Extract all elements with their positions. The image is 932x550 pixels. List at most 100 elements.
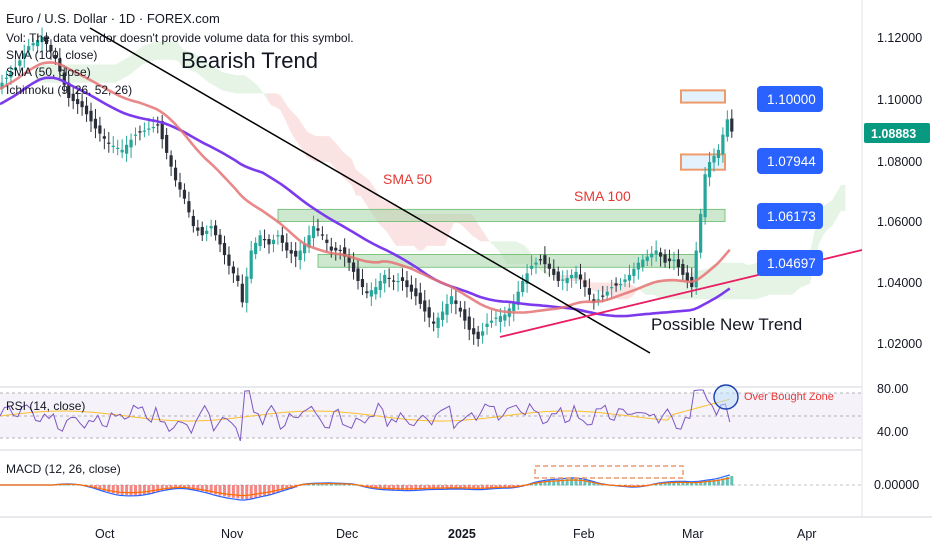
macd-histogram-bar: [325, 483, 329, 486]
candle-body: [227, 254, 231, 266]
candles: [0, 27, 734, 347]
candle-body: [365, 291, 369, 294]
candle-body: [84, 105, 89, 115]
ichimoku-cloud-segment: [120, 59, 125, 81]
macd-histogram-bar: [561, 479, 565, 486]
candle-body: [156, 124, 160, 126]
candle-body: [632, 268, 636, 276]
macd-histogram-bar: [169, 485, 173, 490]
macd-histogram-bar: [374, 485, 378, 489]
macd-histogram-bar: [98, 485, 102, 490]
ichimoku-cloud-segment: [298, 117, 303, 151]
candle-body: [725, 119, 729, 137]
ichimoku-cloud-segment: [267, 93, 272, 106]
candle-body: [347, 255, 351, 263]
ichimoku-cloud-segment: [663, 281, 668, 300]
x-tick-label: 2025: [448, 527, 476, 541]
macd-histogram-bar: [458, 485, 462, 490]
macd-histogram-bar: [116, 485, 120, 495]
candle-body: [587, 288, 591, 295]
macd-histogram-bar: [383, 485, 387, 490]
macd-histogram-bar: [267, 485, 271, 495]
ichimoku-cloud-segment: [413, 213, 419, 251]
macd-histogram-bar: [93, 485, 97, 489]
macd-histogram-bar: [343, 483, 347, 486]
candle-body: [730, 118, 734, 132]
ichimoku-cloud-segment: [151, 41, 156, 62]
ichimoku-cloud-segment: [320, 136, 325, 163]
macd-histogram-bar: [583, 479, 587, 486]
candle-body: [636, 262, 640, 270]
macd-histogram-bar: [191, 485, 195, 490]
candle-body: [405, 280, 409, 288]
macd-signal-line: [0, 477, 730, 497]
ichimoku-cloud-segment: [102, 64, 107, 83]
candle-body: [676, 259, 680, 268]
macd-histogram-bar: [476, 485, 480, 490]
candle-body: [427, 307, 431, 318]
candle-body: [276, 235, 280, 237]
candle-body: [467, 316, 471, 330]
macd-histogram-bar: [312, 483, 315, 486]
candle-body: [601, 295, 605, 297]
macd-histogram-bar: [214, 485, 218, 495]
macd-histogram-bar: [445, 485, 449, 490]
candle-body: [458, 307, 462, 312]
macd-histogram-bar: [401, 485, 404, 491]
ichimoku-cloud-segment: [752, 262, 757, 300]
candle-body: [120, 149, 124, 153]
macd-histogram-bar: [303, 484, 307, 486]
y-tick-label: 1.10000: [877, 93, 922, 107]
candle-body: [343, 247, 347, 257]
legend-sma50[interactable]: SMA (50, close): [6, 65, 91, 79]
ichimoku-cloud-segment: [200, 57, 205, 80]
overbought-label: Over Bought Zone: [744, 391, 834, 403]
candle-body: [556, 271, 560, 281]
ichimoku-cloud-segment: [275, 93, 281, 111]
macd-histogram-bar: [307, 483, 311, 486]
candle-body: [334, 247, 338, 251]
candle-body: [659, 252, 663, 257]
candle-body: [570, 274, 574, 279]
macd-histogram-bar: [271, 485, 275, 494]
ichimoku-cloud-segment: [698, 269, 704, 300]
bearish-trendline: [89, 27, 651, 354]
legend-sma100[interactable]: SMA (100, close): [6, 48, 97, 62]
candle-body: [173, 167, 178, 181]
candle-body: [667, 258, 672, 262]
candle-body: [672, 259, 676, 262]
candle-body: [400, 277, 405, 281]
macd-label[interactable]: MACD (12, 26, close): [6, 462, 121, 476]
overbought-circle: [713, 384, 739, 410]
candle-body: [512, 302, 516, 311]
candle-body: [721, 134, 725, 155]
candle-body: [454, 300, 458, 304]
candle-body: [387, 277, 391, 280]
candle-body: [303, 244, 307, 254]
macd-histogram-bar: [490, 485, 493, 490]
candle-body: [289, 250, 293, 254]
macd-histogram-bar: [543, 481, 547, 486]
macd-histogram-bar: [552, 480, 556, 486]
ichimoku-cloud-segment: [146, 43, 152, 63]
ichimoku-cloud-segment: [249, 78, 254, 94]
rsi-label[interactable]: RSI (14, close): [6, 399, 85, 413]
macd-histogram-bar: [538, 481, 542, 486]
y-tick-label: 1.08000: [877, 155, 922, 169]
ichimoku-cloud-segment: [178, 42, 183, 68]
macd-histogram-bar: [681, 481, 685, 486]
candle-body: [618, 284, 623, 286]
macd-histogram-bar: [120, 485, 124, 495]
candle-body: [351, 262, 356, 272]
macd-histogram-bar: [129, 485, 133, 496]
candle-body: [125, 144, 129, 154]
ichimoku-cloud-segment: [667, 281, 672, 300]
candle-body: [107, 142, 111, 144]
ichimoku-cloud-segment: [111, 64, 116, 83]
legend-ichimoku[interactable]: Ichimoku (9, 26, 52, 26): [6, 83, 132, 97]
candle-body: [307, 235, 311, 248]
candle-body: [169, 155, 173, 167]
candle-body: [147, 128, 151, 130]
ichimoku-cloud-segment: [115, 61, 121, 83]
